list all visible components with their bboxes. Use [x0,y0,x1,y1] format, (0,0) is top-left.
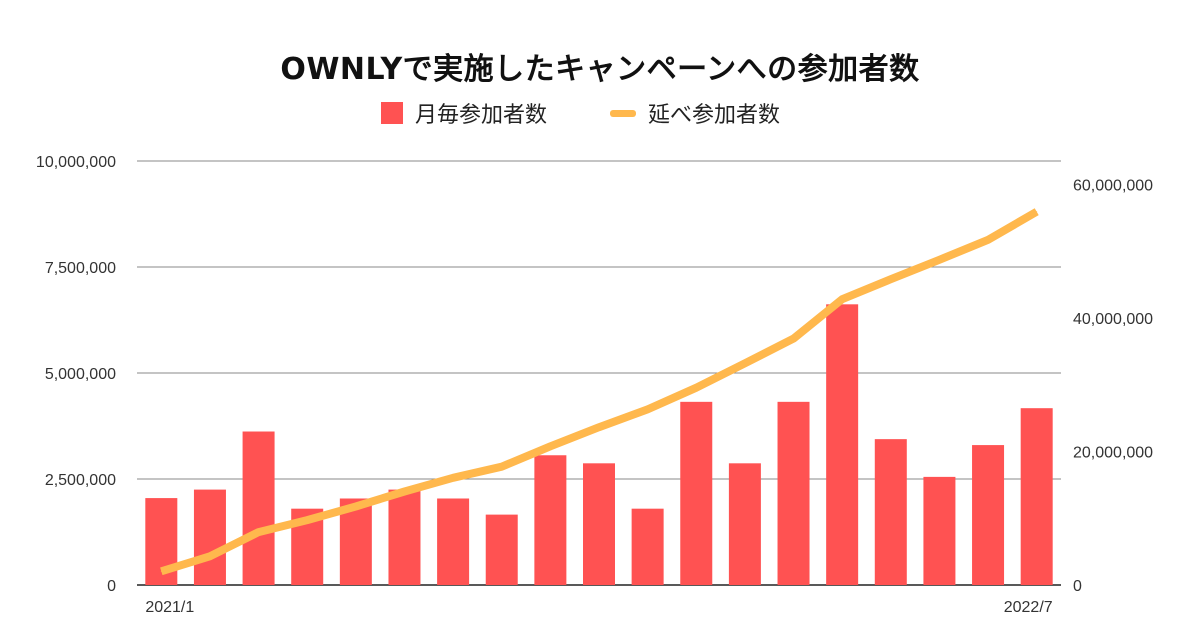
legend: 月毎参加者数 延べ参加者数 [0,98,1200,128]
x-tick-label: 2021/1 [145,599,194,616]
bar-series-monthly [145,304,1053,585]
legend-item-monthly: 月毎参加者数 [381,98,547,128]
line-point [695,387,697,389]
bar [193,489,226,585]
bar [728,463,761,585]
y-left-tick-label: 0 [107,578,116,595]
line-point [549,445,551,447]
bar [388,489,421,585]
line-point [938,259,940,261]
bar [777,401,810,585]
y-left-tick-label: 10,000,000 [36,154,116,171]
line-point [1036,211,1038,213]
legend-swatch-monthly [381,102,403,124]
bar [583,463,615,585]
bar [242,431,275,585]
y-right-tick-label: 0 [1073,578,1082,595]
line-point [841,298,843,300]
bar [874,439,907,585]
legend-label-monthly: 月毎参加者数 [415,103,548,128]
line-point [987,239,989,241]
y-right-tick-label: 20,000,000 [1073,444,1153,461]
legend-item-cumulative: 延べ参加者数 [610,98,780,128]
bar [972,445,1005,585]
bar [437,498,470,585]
line-point [501,466,503,468]
y-right-tick-label: 60,000,000 [1073,177,1153,194]
line-point [306,519,308,521]
line-point [258,531,260,533]
y-right-tick-label: 40,000,000 [1073,311,1153,328]
bar [485,514,518,585]
x-tick-label: 2022/7 [1004,599,1053,616]
line-point [890,278,892,280]
line-point [403,490,405,492]
legend-swatch-cumulative [610,109,636,117]
bar [680,401,713,585]
axis-labels: 0 2,500,000 5,000,000 7,500,000 10,000,000 0 2… [36,154,1153,616]
legend-label-cumulative: 延べ参加者数 [648,103,781,128]
y-left-tick-label: 5,000,000 [45,366,116,383]
line-series-cumulative [160,208,1039,576]
line-point [209,555,211,557]
line-point [160,570,162,572]
line-point [452,477,454,479]
chart-title: OWNLYで実施したキャンペーンへの参加者数 [280,52,920,87]
line-point [744,362,746,364]
bar [631,508,664,585]
y-left-tick-label: 7,500,000 [45,260,116,277]
bar [826,304,859,585]
line-point [647,408,649,410]
line-point [598,426,600,428]
y-left-tick-label: 2,500,000 [45,472,116,489]
bar [923,476,956,585]
bar [1020,408,1053,585]
line-point [793,338,795,340]
line-point [355,505,357,507]
bar [534,455,567,585]
